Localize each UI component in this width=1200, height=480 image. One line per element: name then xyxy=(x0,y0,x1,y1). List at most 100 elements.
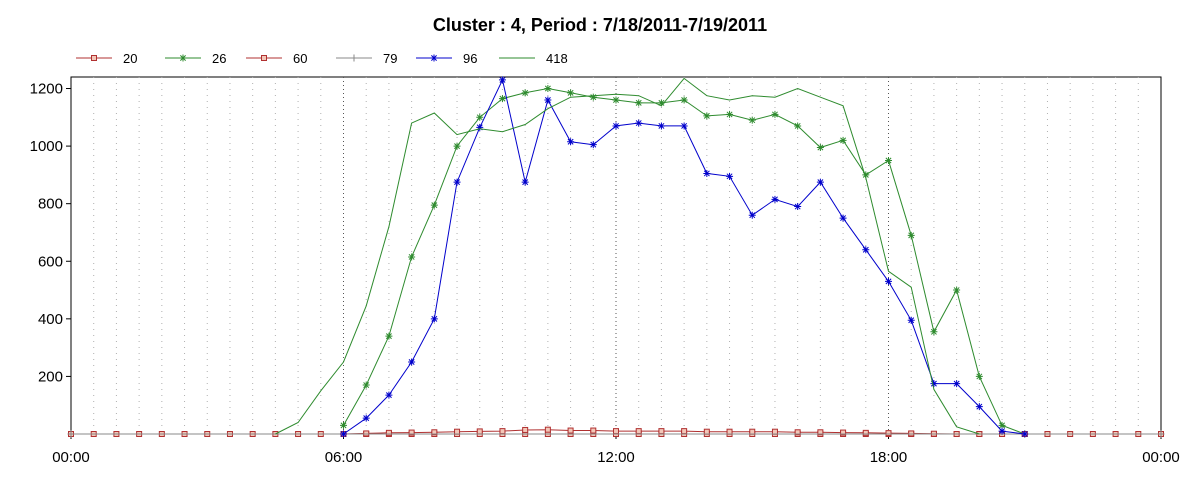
axes: 200 400 600 800 1000 1200 00:00 06:00 12:00 18:00… xyxy=(30,81,1180,466)
legend-item-26: 26 xyxy=(165,51,226,66)
data-point-60 xyxy=(681,428,688,435)
data-point-60 xyxy=(567,427,574,434)
data-point-26 xyxy=(930,328,938,336)
data-point-60 xyxy=(726,428,733,435)
data-point-96 xyxy=(408,358,416,366)
data-point-96 xyxy=(521,178,529,186)
data-point-26 xyxy=(340,421,347,429)
x-tick-label: 00:00 xyxy=(52,449,90,466)
data-point-96 xyxy=(544,96,552,104)
series-79 xyxy=(67,430,1165,438)
x-tick-label: 06:00 xyxy=(325,449,363,466)
data-point-26 xyxy=(430,201,438,209)
data-point-26 xyxy=(953,286,961,294)
y-tick-label: 800 xyxy=(38,196,63,213)
data-point-60 xyxy=(408,429,415,436)
series-26 xyxy=(340,85,1029,438)
data-point-26 xyxy=(385,332,393,340)
data-point-96 xyxy=(657,122,665,130)
data-point-96 xyxy=(498,76,506,84)
data-point-96 xyxy=(953,380,961,388)
data-point-60 xyxy=(840,429,847,436)
data-point-96 xyxy=(385,391,393,399)
data-point-26 xyxy=(839,136,847,144)
data-point-96 xyxy=(839,214,847,222)
data-point-96 xyxy=(430,315,438,323)
data-point-26 xyxy=(498,95,506,103)
legend-label: 96 xyxy=(463,51,477,66)
legend-item-20: 20 xyxy=(76,51,137,66)
data-point-96 xyxy=(748,211,756,219)
data-point-60 xyxy=(771,428,778,435)
data-point-96 xyxy=(340,430,347,438)
data-point-60 xyxy=(613,428,619,435)
data-point-60 xyxy=(522,426,529,433)
data-point-26 xyxy=(816,144,824,152)
data-point-96 xyxy=(726,172,734,180)
data-point-60 xyxy=(363,430,370,437)
data-point-60 xyxy=(590,427,597,434)
data-point-96 xyxy=(998,427,1006,435)
data-point-96 xyxy=(862,246,870,254)
legend-item-96: 96 xyxy=(416,51,477,66)
data-point-60 xyxy=(749,428,756,435)
data-point-96 xyxy=(567,138,575,146)
data-point-26 xyxy=(567,89,575,97)
legend-marker xyxy=(179,54,187,62)
data-point-79 xyxy=(67,430,75,438)
legend-marker xyxy=(91,55,97,61)
data-point-60 xyxy=(454,428,461,435)
data-point-26 xyxy=(544,85,552,93)
series-96 xyxy=(340,76,1029,438)
x-tick-label: 00:00 xyxy=(1142,449,1180,466)
data-point-96 xyxy=(703,169,711,177)
data-point-96 xyxy=(907,316,915,324)
data-point-26 xyxy=(885,156,892,164)
data-point-26 xyxy=(862,171,870,179)
data-point-26 xyxy=(907,231,915,239)
data-point-96 xyxy=(680,122,688,130)
data-point-79 xyxy=(1157,430,1165,438)
legend-marker xyxy=(350,54,358,62)
data-point-96 xyxy=(476,123,484,131)
data-point-60 xyxy=(385,429,392,436)
data-point-26 xyxy=(521,89,529,97)
plot-area xyxy=(70,76,1162,435)
data-point-96 xyxy=(794,203,802,211)
data-point-60 xyxy=(908,430,915,437)
legend-label: 79 xyxy=(383,51,397,66)
data-point-60 xyxy=(499,428,506,435)
y-tick-label: 400 xyxy=(38,311,63,328)
data-point-26 xyxy=(771,110,779,118)
data-point-96 xyxy=(612,122,620,130)
legend-label: 20 xyxy=(123,51,137,66)
legend-marker xyxy=(430,54,438,62)
data-point-96 xyxy=(930,380,938,388)
data-point-26 xyxy=(726,110,734,118)
data-point-26 xyxy=(975,372,983,380)
data-point-96 xyxy=(816,178,824,186)
chart-title: Cluster : 4, Period : 7/18/2011-7/19/201… xyxy=(433,15,767,35)
legend-label: 418 xyxy=(546,51,568,66)
y-tick-label: 600 xyxy=(38,253,63,270)
data-point-60 xyxy=(476,428,483,435)
data-point-26 xyxy=(794,122,802,130)
data-point-96 xyxy=(1021,430,1029,438)
data-point-96 xyxy=(453,178,461,186)
data-point-26 xyxy=(476,113,484,121)
data-point-26 xyxy=(589,93,597,101)
series-418 xyxy=(275,77,980,435)
series-line-418 xyxy=(275,77,980,435)
data-point-26 xyxy=(612,96,620,104)
data-point-26 xyxy=(680,96,688,104)
data-point-60 xyxy=(703,428,710,435)
data-point-96 xyxy=(975,403,983,411)
data-point-60 xyxy=(635,428,642,435)
data-point-26 xyxy=(998,421,1006,429)
legend-item-79: 79 xyxy=(336,51,397,66)
legend-marker xyxy=(261,55,267,61)
data-point-60 xyxy=(794,429,801,436)
x-tick-label: 12:00 xyxy=(597,449,635,466)
data-point-60 xyxy=(544,426,551,433)
